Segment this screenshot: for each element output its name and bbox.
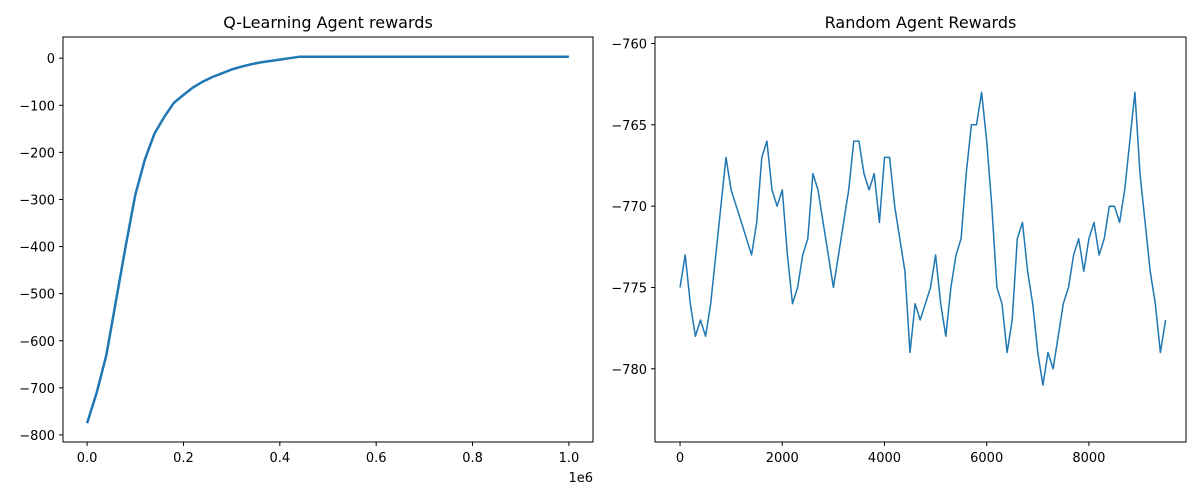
axes-frame — [62, 36, 594, 443]
x-tick-label: 2000 — [766, 451, 799, 466]
x-tick-label: 0.0 — [77, 451, 98, 466]
data-line — [679, 91, 1167, 386]
x-tick-label: 0.2 — [173, 451, 194, 466]
y-tick-label: −700 — [19, 382, 55, 397]
y-tick-label: −770 — [611, 200, 647, 215]
y-tick-label: −765 — [611, 119, 647, 134]
y-tick-label: −300 — [19, 193, 55, 208]
y-tick-label: −780 — [611, 363, 647, 378]
x-tick-label: 0 — [676, 451, 684, 466]
y-tick-label: −775 — [611, 281, 647, 296]
data-line — [85, 55, 569, 424]
y-tick-label: −600 — [19, 335, 55, 350]
y-tick-label: −200 — [19, 146, 55, 161]
chart-title: Random Agent Rewards — [825, 13, 1017, 32]
axes-frame — [654, 36, 1187, 443]
x-tick-label: 0.8 — [462, 451, 483, 466]
y-tick-label: −760 — [611, 38, 647, 53]
x-tick-label: 4000 — [868, 451, 901, 466]
y-tick-label: −500 — [19, 288, 55, 303]
y-tick-label: −400 — [19, 241, 55, 256]
x-tick-label: 8000 — [1072, 451, 1105, 466]
x-tick-label: 6000 — [970, 451, 1003, 466]
x-tick-label: 0.4 — [269, 451, 290, 466]
x-offset-label: 1e6 — [568, 471, 593, 486]
y-tick-label: 0 — [47, 52, 55, 67]
y-tick-label: −800 — [19, 429, 55, 444]
chart-title: Q-Learning Agent rewards — [223, 13, 433, 32]
x-tick-label: 1.0 — [559, 451, 580, 466]
y-tick-label: −100 — [19, 99, 55, 114]
x-tick-label: 0.6 — [366, 451, 387, 466]
